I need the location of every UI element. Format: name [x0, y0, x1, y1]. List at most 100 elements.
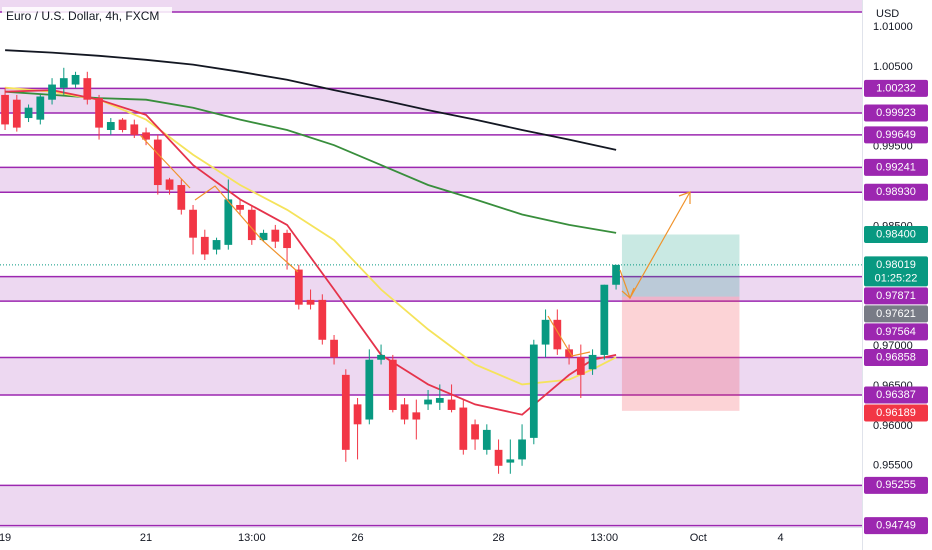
target-zone	[621, 234, 740, 297]
y-tick-label: 0.95500	[873, 460, 913, 472]
candle-body	[247, 209, 256, 241]
candle-body	[541, 319, 550, 345]
price-label-box	[864, 386, 928, 404]
candle-body	[518, 439, 526, 460]
candle-body	[212, 240, 221, 250]
price-label-box	[864, 287, 928, 305]
stop-zone	[621, 296, 740, 411]
candle-body	[377, 354, 385, 360]
drawing-line	[547, 315, 591, 357]
currency: USD	[876, 8, 899, 20]
price-label: 0.96387	[876, 389, 916, 401]
candle-body	[588, 354, 597, 370]
x-tick-label: 4	[778, 532, 784, 544]
candle-body	[294, 269, 303, 305]
candle-body	[353, 404, 362, 425]
candle-body	[259, 232, 268, 241]
moving-average	[5, 86, 617, 386]
candle-body	[48, 84, 56, 100]
y-tick-label: 0.96000	[873, 420, 913, 432]
y-tick-label: 0.99500	[873, 141, 913, 153]
candle-body	[600, 284, 609, 355]
candle-body	[71, 74, 80, 85]
candle-body	[200, 236, 209, 255]
candle-body	[341, 374, 350, 450]
x-tick-label: 13:00	[591, 532, 619, 544]
zone	[0, 0, 862, 12]
price-label-box	[864, 323, 928, 341]
candle-body	[447, 399, 456, 410]
price-label-box	[864, 348, 928, 366]
candle-body	[412, 412, 421, 420]
candle-body	[1, 94, 9, 125]
price-label-box	[864, 126, 928, 144]
price-label-box	[864, 517, 928, 535]
price-label: 0.94749	[876, 520, 916, 532]
candle-body	[330, 339, 338, 358]
candle-body	[236, 204, 244, 210]
candle-body	[130, 124, 139, 135]
candle-body	[612, 264, 620, 285]
price-label: 0.95255	[876, 479, 916, 491]
candle-body	[106, 122, 115, 131]
candle-body	[83, 78, 92, 100]
candle-body	[59, 78, 68, 88]
candle-body	[24, 107, 33, 119]
drawing-line	[139, 134, 191, 189]
candle-body	[142, 132, 150, 140]
candle-body	[224, 199, 233, 245]
candle-body	[271, 229, 280, 242]
price-label-box	[864, 225, 928, 243]
candle-body	[365, 359, 374, 420]
price-label: 0.96189	[876, 407, 916, 419]
price-label: 0.98400	[876, 228, 916, 240]
drawings	[139, 134, 691, 357]
price-label-box	[864, 158, 928, 176]
candle-body	[118, 119, 127, 131]
candle-body	[400, 404, 409, 420]
price-label-box	[864, 404, 928, 422]
candle-body	[165, 179, 174, 190]
x-tick-label: Oct	[690, 532, 707, 544]
moving-average	[5, 89, 617, 416]
x-tick-label: 13:00	[238, 532, 266, 544]
arrow-head	[678, 191, 691, 204]
x-tick-label: 19	[0, 532, 11, 544]
candle-body	[95, 98, 103, 128]
candle-body	[36, 96, 45, 120]
price-label: 0.98930	[876, 186, 916, 198]
x-tick-label: 21	[140, 532, 152, 544]
price-label-box	[864, 79, 928, 97]
price-label: 0.96858	[876, 351, 916, 363]
arrow-head	[621, 287, 635, 300]
x-tick-label: 28	[492, 532, 504, 544]
moving-average	[5, 49, 617, 151]
title-backdrop	[2, 7, 172, 27]
x-tick-label: 26	[351, 532, 363, 544]
candle-body	[471, 424, 479, 440]
price-label-box	[864, 476, 928, 494]
candle-body	[153, 139, 162, 186]
candle-body	[12, 99, 21, 128]
zone	[0, 485, 862, 526]
price-label: 0.97871	[876, 290, 916, 302]
moving-average	[5, 90, 617, 234]
price-label-box	[864, 256, 928, 287]
candle-body	[306, 299, 315, 305]
price-label: 0.99649	[876, 129, 916, 141]
price-label: 0.98019	[876, 259, 916, 271]
drawing-line	[194, 185, 299, 273]
candle-body	[189, 209, 197, 238]
y-tick-label: 1.01000	[873, 21, 913, 33]
zone	[0, 357, 862, 396]
candle-body	[318, 299, 327, 340]
price-label-box	[864, 305, 928, 323]
price-label-box	[864, 183, 928, 201]
candle-body	[553, 319, 562, 350]
candle-body	[388, 359, 397, 410]
price-label: 0.99241	[876, 161, 916, 173]
price-label-box	[864, 104, 928, 122]
candle-body	[435, 397, 444, 403]
candle-body	[576, 357, 585, 375]
